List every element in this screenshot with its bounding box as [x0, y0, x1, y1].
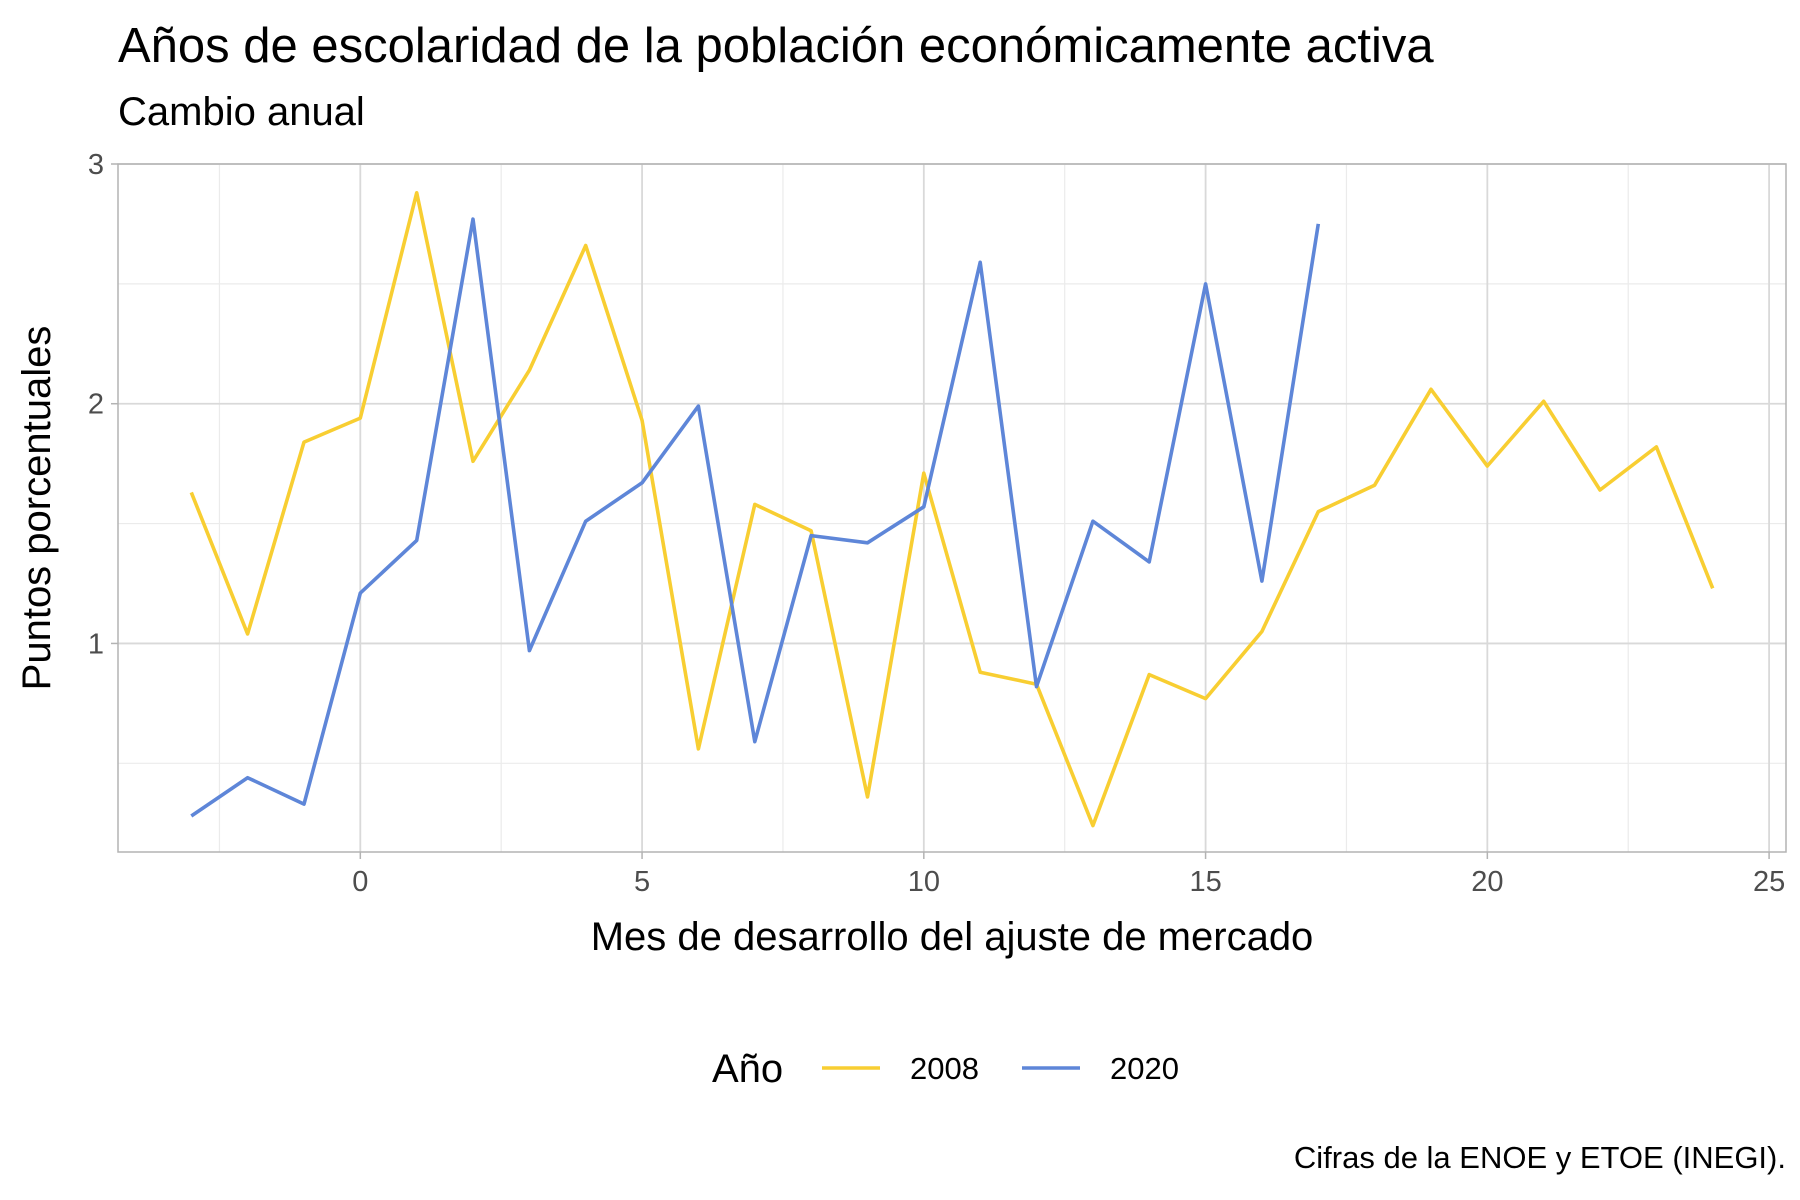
series-layer: [189, 191, 1715, 828]
chart-caption: Cifras de la ENOE y ETOE (INEGI).: [1293, 1140, 1786, 1175]
x-tick-label: 5: [634, 866, 650, 898]
legend-label-2020: 2020: [1110, 1051, 1179, 1086]
y-tick-label: 2: [88, 389, 104, 421]
chart-subtitle: Cambio anual: [118, 90, 365, 134]
y-tick-label: 1: [88, 628, 104, 660]
y-axis-title: Puntos porcentuales: [15, 326, 59, 691]
legend-title: Año: [712, 1047, 783, 1091]
x-axis-title: Mes de desarrollo del ajuste de mercado: [591, 915, 1314, 959]
x-axis-ticks: 0 5 10 15 20 25: [352, 852, 1785, 898]
x-tick-label: 0: [352, 866, 368, 898]
x-tick-label: 25: [1753, 866, 1785, 898]
chart-title: Años de escolaridad de la población econ…: [118, 19, 1434, 73]
x-tick-label: 10: [908, 866, 940, 898]
panel-border: [117, 163, 1787, 853]
x-tick-label: 20: [1471, 866, 1503, 898]
legend-label-2008: 2008: [910, 1051, 979, 1086]
series-line-2008: [189, 191, 1715, 828]
legend: Año 2008 2020: [712, 1047, 1179, 1091]
series-line-2020: [190, 217, 1321, 818]
y-axis-ticks: 1 2 3: [88, 149, 118, 660]
y-tick-label: 3: [88, 149, 104, 181]
x-tick-label: 15: [1189, 866, 1221, 898]
grid-lines: [118, 163, 1786, 852]
